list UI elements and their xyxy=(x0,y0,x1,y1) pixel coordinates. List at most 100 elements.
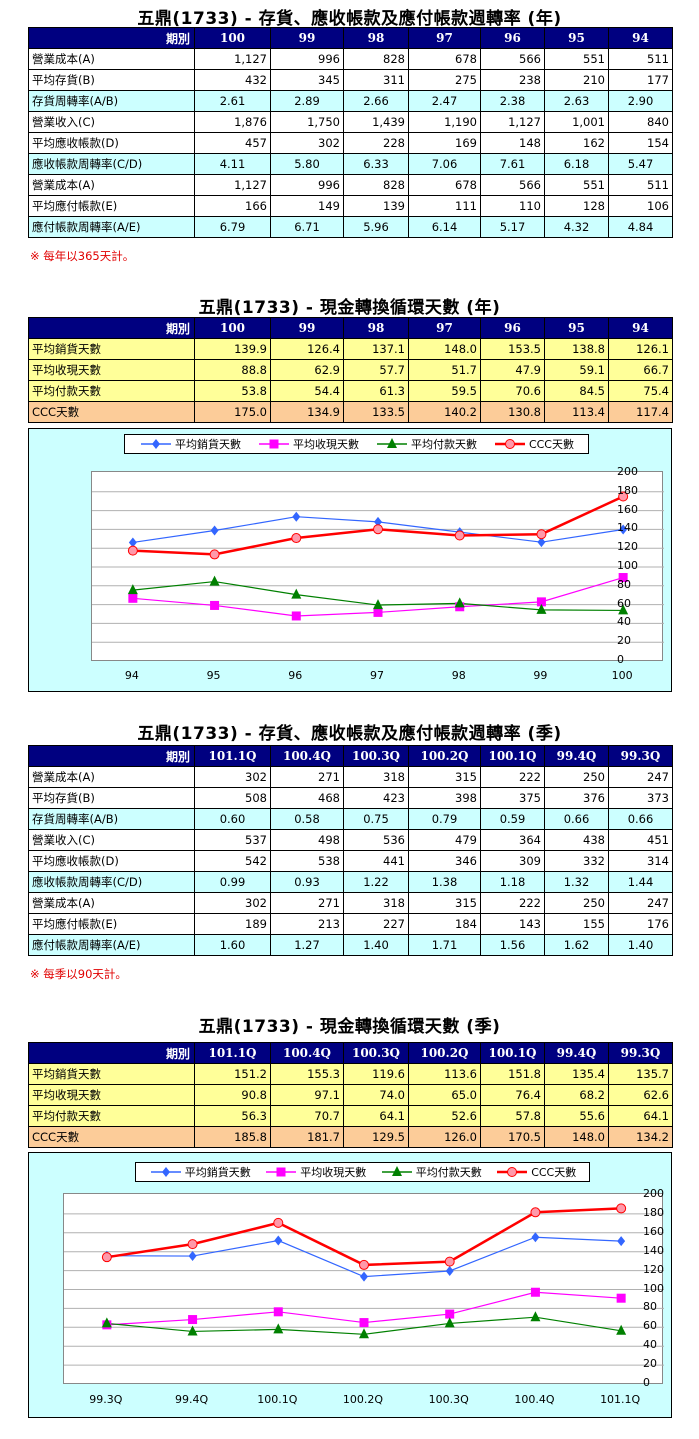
section-title-turnover-quarter: 五鼎(1733) - 存貨、應收帳款及應付帳款週轉率 (季) xyxy=(137,724,562,744)
triangle-series-markers xyxy=(101,1311,627,1339)
table-row: 營業成本(A) 302 271 318 315 222 250 247 xyxy=(28,892,673,914)
table-cell: 111 xyxy=(408,195,481,217)
table-cell: 315 xyxy=(408,892,481,914)
period-header: 100.1Q xyxy=(480,745,545,767)
table-row: 平均存貨(B) 432 345 311 275 238 210 177 xyxy=(28,69,673,91)
table-cell: 59.1 xyxy=(544,359,609,381)
table-cell: 143 xyxy=(480,913,545,935)
table-cell: 210 xyxy=(544,69,609,91)
table-cell: 537 xyxy=(194,829,271,851)
table-cell: 70.6 xyxy=(480,380,545,402)
line-chart xyxy=(92,491,664,643)
period-header-label: 期別 xyxy=(28,1042,195,1064)
table-cell: 64.1 xyxy=(343,1105,409,1127)
table-cell: 441 xyxy=(343,850,409,872)
table-cell: 468 xyxy=(270,787,344,809)
legend-item: 平均付款天數 xyxy=(375,436,477,452)
table-cell: 68.2 xyxy=(544,1084,609,1106)
table-cell: 6.71 xyxy=(270,216,344,238)
table-cell: 126.4 xyxy=(270,338,344,360)
table-cell: 6.14 xyxy=(408,216,481,238)
table-cell: 2.61 xyxy=(194,90,271,112)
period-header: 97 xyxy=(408,317,481,339)
period-header: 99.4Q xyxy=(544,745,609,767)
table-cell: 149 xyxy=(270,195,344,217)
table-row: 平均收現天數 90.8 97.1 74.0 65.0 76.4 68.2 62.6 xyxy=(28,1084,673,1106)
table-cell: 247 xyxy=(608,892,673,914)
period-header: 97 xyxy=(408,27,481,49)
period-header: 98 xyxy=(343,317,409,339)
table-cell: 1.32 xyxy=(544,871,609,893)
table-cell: 678 xyxy=(408,48,481,70)
table-cell: 457 xyxy=(194,132,271,154)
table-cell: 53.8 xyxy=(194,380,271,402)
table-row: 應付帳款周轉率(A/E) 1.60 1.27 1.40 1.71 1.56 1.62 1.40 xyxy=(28,934,673,956)
table-cell: 309 xyxy=(480,850,545,872)
period-header: 94 xyxy=(608,317,673,339)
table-cell: 250 xyxy=(544,766,609,788)
legend-item: CCC天數 xyxy=(495,1164,576,1180)
table-cell: 828 xyxy=(343,48,409,70)
table-cell: 479 xyxy=(408,829,481,851)
table-cell: 5.17 xyxy=(480,216,545,238)
ccc-quarter-table: 期別 101.1Q 100.4Q 100.3Q 100.2Q 100.1Q 99.4Q 99.… xyxy=(28,1042,673,1148)
table-cell: 678 xyxy=(408,174,481,196)
table-cell: 0.79 xyxy=(408,808,481,830)
period-header: 100 xyxy=(194,27,271,49)
period-header: 94 xyxy=(608,27,673,49)
y-tick-label: 20 xyxy=(643,1357,657,1371)
period-header: 95 xyxy=(544,27,609,49)
table-cell: 134.2 xyxy=(608,1126,673,1148)
table-cell: 0.99 xyxy=(194,871,271,893)
row-label: 平均銷貨天數 xyxy=(28,338,195,360)
table-cell: 345 xyxy=(270,69,344,91)
table-cell: 139 xyxy=(343,195,409,217)
line-chart xyxy=(64,1203,664,1366)
row-label: 營業成本(A) xyxy=(28,892,195,914)
table-cell: 148 xyxy=(480,132,545,154)
table-cell: 1.40 xyxy=(608,934,673,956)
table-cell: 176 xyxy=(608,913,673,935)
table-cell: 222 xyxy=(480,892,545,914)
table-cell: 139.9 xyxy=(194,338,271,360)
ccc-year-chart: 平均銷貨天數 平均收現天數 平均付款天數 CCC天數 200 180 160 140 120 10… xyxy=(28,428,672,692)
table-cell: 2.47 xyxy=(408,90,481,112)
table-cell: 7.61 xyxy=(480,153,545,175)
table-cell: 1.56 xyxy=(480,934,545,956)
table-cell: 511 xyxy=(608,174,673,196)
table-cell: 332 xyxy=(544,850,609,872)
table-cell: 438 xyxy=(544,829,609,851)
row-label: CCC天數 xyxy=(28,401,195,423)
table-cell: 1.44 xyxy=(608,871,673,893)
row-label: 營業收入(C) xyxy=(28,111,195,133)
table-cell: 56.3 xyxy=(194,1105,271,1127)
table-cell: 275 xyxy=(408,69,481,91)
table-cell: 151.2 xyxy=(194,1063,271,1085)
table-cell: 84.5 xyxy=(544,380,609,402)
table-cell: 1.18 xyxy=(480,871,545,893)
table-cell: 511 xyxy=(608,48,673,70)
table-row: 平均應收帳款(D) 457 302 228 169 148 162 154 xyxy=(28,132,673,154)
y-tick-label: 140 xyxy=(643,1243,664,1257)
legend-label: 平均收現天數 xyxy=(292,438,359,451)
row-label: 平均應收帳款(D) xyxy=(28,132,195,154)
table-cell: 1.22 xyxy=(343,871,409,893)
row-label: 平均付款天數 xyxy=(28,1105,195,1127)
y-tick-label: 120 xyxy=(617,540,638,554)
x-tick-label: 100.1Q xyxy=(257,1393,298,1406)
row-label: 營業成本(A) xyxy=(28,48,195,70)
table-cell: 65.0 xyxy=(408,1084,481,1106)
x-tick-label: 97 xyxy=(370,669,384,682)
period-header: 101.1Q xyxy=(194,1042,271,1064)
table-cell: 106 xyxy=(608,195,673,217)
year-days-note: ※ 每年以365天計。 xyxy=(30,249,135,263)
y-tick-label: 200 xyxy=(617,465,638,478)
y-tick-label: 40 xyxy=(617,615,631,629)
x-tick-label: 95 xyxy=(206,669,221,682)
table-cell: 551 xyxy=(544,48,609,70)
row-label: 應付帳款周轉率(A/E) xyxy=(28,216,195,238)
table-cell: 318 xyxy=(343,766,409,788)
table-cell: 75.4 xyxy=(608,380,673,402)
table-cell: 536 xyxy=(343,829,409,851)
table-cell: 177 xyxy=(608,69,673,91)
